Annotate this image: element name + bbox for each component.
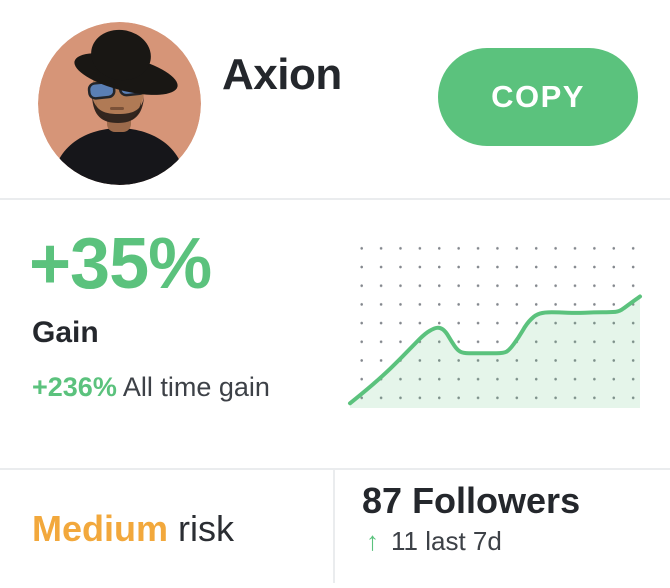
all-time-gain: +236% All time gain (32, 372, 270, 403)
avatar-hat (74, 29, 178, 95)
risk-indicator: Medium risk (32, 508, 234, 550)
sparkline-svg (348, 294, 642, 408)
followers-delta: ↑ 11 last 7d (366, 526, 502, 557)
followers-count: 87 (362, 480, 403, 521)
all-time-gain-value: +236% (32, 372, 117, 402)
sparkline-area (350, 296, 640, 408)
trader-name: Axion (222, 50, 342, 99)
up-arrow-icon: ↑ (366, 526, 379, 556)
bottom-divider (0, 468, 670, 470)
copy-button[interactable]: COPY (438, 48, 638, 146)
all-time-gain-label: All time gain (122, 372, 270, 402)
header-divider (0, 198, 670, 200)
vertical-divider (333, 470, 335, 583)
gain-label: Gain (32, 316, 99, 349)
followers-delta-text: 11 last 7d (391, 526, 502, 556)
risk-suffix: risk (178, 508, 235, 549)
avatar[interactable] (38, 22, 201, 185)
risk-level: Medium (32, 508, 169, 549)
avatar-illustration (38, 22, 201, 185)
gain-value: +35% (29, 224, 212, 304)
avatar-shirt (52, 128, 186, 185)
followers-headline: 87 Followers (362, 480, 580, 522)
followers-label: Followers (412, 480, 581, 521)
sparkline-line (348, 294, 642, 406)
gain-sparkline-chart (348, 238, 642, 408)
